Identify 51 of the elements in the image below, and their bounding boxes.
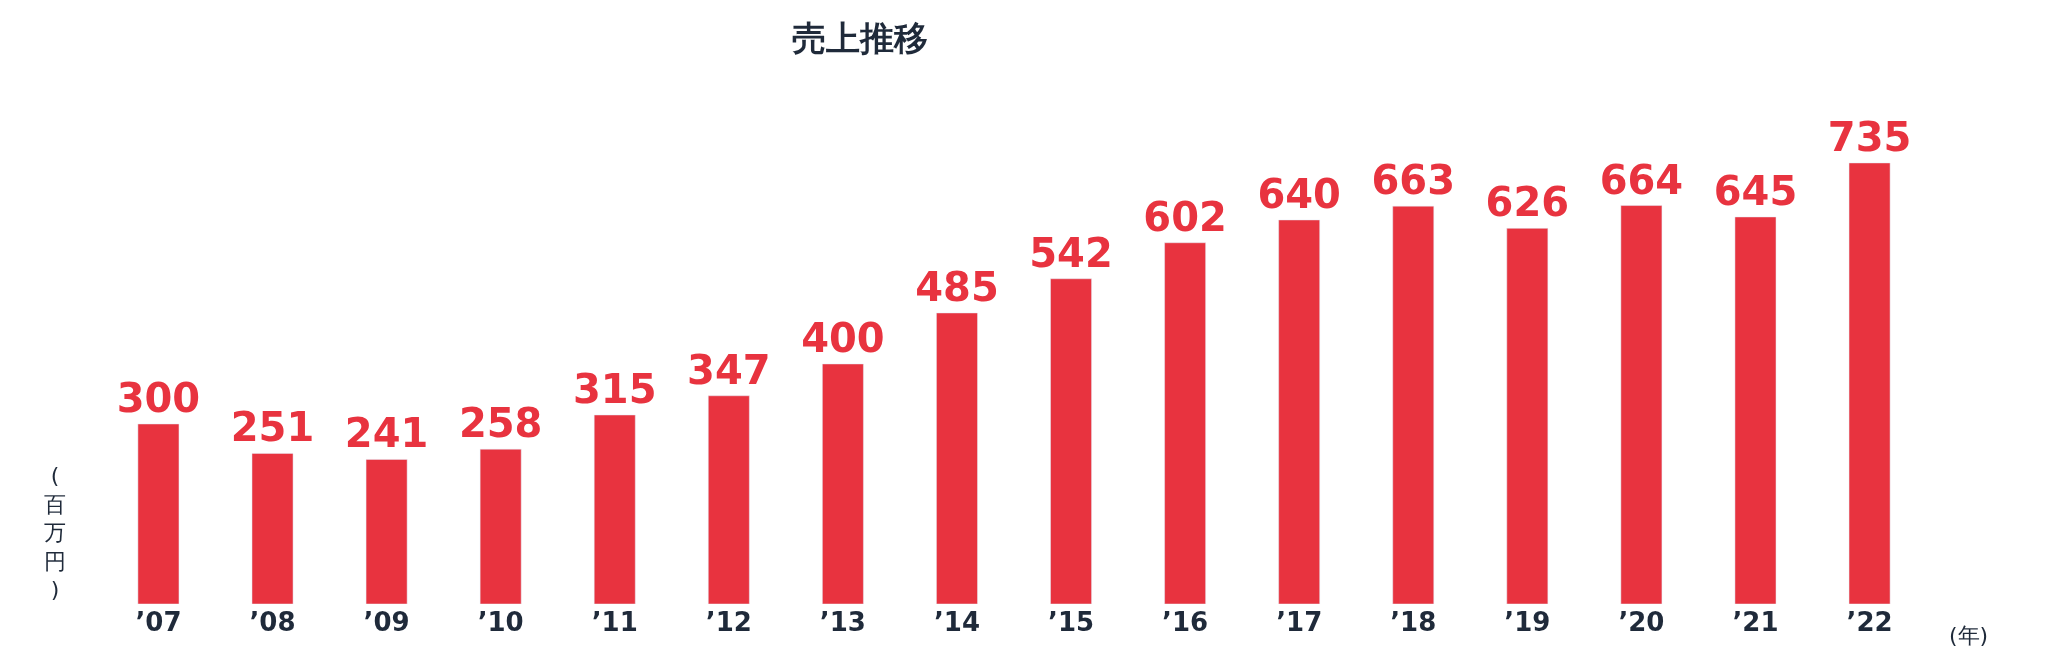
bar [251,453,294,604]
data-label: 645 [1713,167,1798,214]
bar [1392,205,1435,604]
x-tick-label: ’11 [591,607,638,637]
x-tick-label: ’15 [1048,607,1095,637]
y-axis-title: (百万円) [44,463,66,603]
data-label: 640 [1257,170,1341,217]
bar [137,423,180,604]
bar [1164,242,1206,604]
bar [1278,219,1320,604]
bar [1050,278,1092,604]
bar [593,414,636,604]
x-tick-label: ’14 [933,607,980,637]
x-tick-label: ’08 [249,607,296,637]
x-tick-label: ’22 [1846,607,1893,637]
data-label: 664 [1599,156,1684,203]
x-tick-label: ’10 [477,607,524,637]
x-tick-label: ’07 [135,607,182,637]
data-label: 626 [1485,179,1570,226]
data-label: 400 [801,314,885,361]
data-label: 251 [230,404,315,451]
bar [479,448,522,604]
chart-title: 売上推移 [792,18,929,59]
x-tick-label: ’19 [1504,607,1551,637]
data-label: 347 [687,346,771,393]
x-tick-label: ’16 [1162,607,1209,637]
bar [822,363,864,604]
bar [1734,216,1777,604]
bar [1620,205,1663,604]
data-label: 735 [1827,113,1912,160]
data-label: 300 [116,374,201,421]
x-tick-label: ’20 [1618,607,1665,637]
data-label: 542 [1029,229,1113,276]
bar [365,459,408,604]
data-label: 315 [572,365,657,412]
bar [708,395,750,604]
x-tick-label: ’12 [705,607,752,637]
data-label: 602 [1143,193,1227,240]
data-label: 663 [1371,157,1456,204]
data-label: 485 [915,263,999,310]
x-tick-label: ’21 [1732,607,1779,637]
x-tick-label: ’13 [819,607,866,637]
data-label: 258 [458,400,543,447]
data-label: 241 [344,410,429,457]
bar [1506,228,1549,604]
x-tick-label: ’17 [1276,607,1323,637]
x-axis-title: (年) [1949,623,1989,648]
x-tick-label: ’18 [1390,607,1437,637]
bar [1848,162,1891,604]
x-tick-label: ’09 [363,607,410,637]
bar [936,312,978,604]
